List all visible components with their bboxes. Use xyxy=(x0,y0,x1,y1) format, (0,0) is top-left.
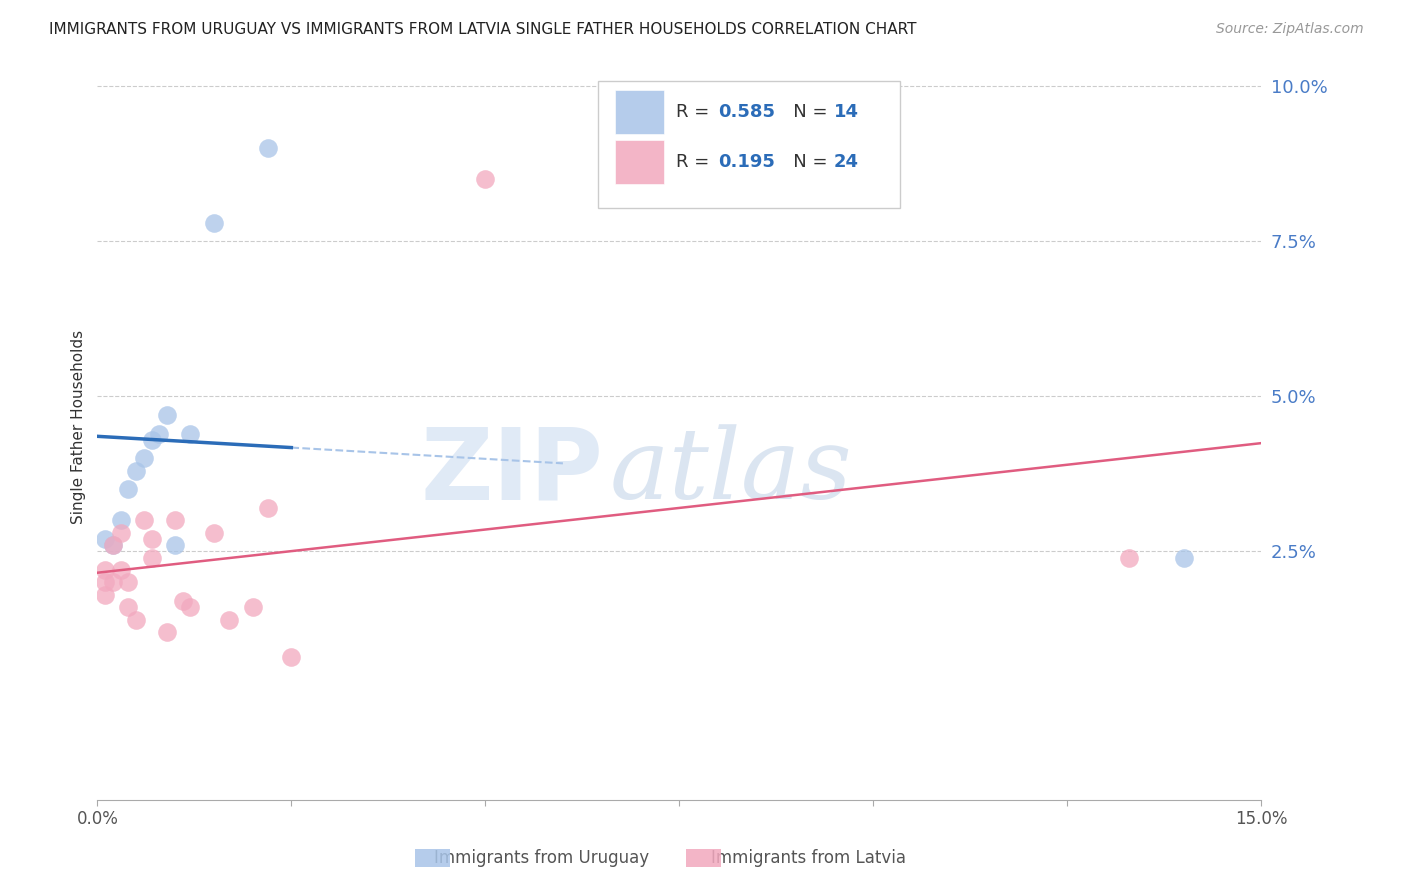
Point xyxy=(125,613,148,627)
Point xyxy=(242,600,264,615)
Point xyxy=(156,625,179,640)
Point xyxy=(172,594,194,608)
Point xyxy=(280,649,302,664)
Text: Source: ZipAtlas.com: Source: ZipAtlas.com xyxy=(1216,22,1364,37)
Text: R =: R = xyxy=(676,153,714,171)
Point xyxy=(163,538,186,552)
Point xyxy=(94,532,117,546)
Point xyxy=(156,408,179,422)
Point xyxy=(257,141,280,155)
Point xyxy=(110,525,132,540)
Point xyxy=(101,538,124,552)
Point xyxy=(141,532,163,546)
Point xyxy=(132,451,155,466)
FancyBboxPatch shape xyxy=(616,140,664,184)
Point xyxy=(117,483,139,497)
Point xyxy=(141,550,163,565)
Point xyxy=(179,426,201,441)
Text: 24: 24 xyxy=(834,153,859,171)
Point xyxy=(179,600,201,615)
Point xyxy=(163,513,186,527)
Point xyxy=(202,216,225,230)
Text: N =: N = xyxy=(776,103,834,121)
Text: atlas: atlas xyxy=(609,425,852,520)
Text: N =: N = xyxy=(776,153,834,171)
Point xyxy=(110,563,132,577)
Point xyxy=(141,433,163,447)
Text: Immigrants from Uruguay: Immigrants from Uruguay xyxy=(433,849,650,867)
Text: IMMIGRANTS FROM URUGUAY VS IMMIGRANTS FROM LATVIA SINGLE FATHER HOUSEHOLDS CORRE: IMMIGRANTS FROM URUGUAY VS IMMIGRANTS FR… xyxy=(49,22,917,37)
Point xyxy=(202,525,225,540)
Point xyxy=(117,575,139,590)
FancyBboxPatch shape xyxy=(616,90,664,134)
Text: Immigrants from Latvia: Immigrants from Latvia xyxy=(711,849,905,867)
Point xyxy=(110,513,132,527)
Point xyxy=(474,172,496,186)
Point xyxy=(94,588,117,602)
Point xyxy=(1118,550,1140,565)
Point xyxy=(218,613,240,627)
FancyBboxPatch shape xyxy=(598,81,900,208)
Point xyxy=(101,538,124,552)
Point xyxy=(125,464,148,478)
Text: 14: 14 xyxy=(834,103,859,121)
Text: 0.195: 0.195 xyxy=(717,153,775,171)
Text: R =: R = xyxy=(676,103,714,121)
Text: ZIP: ZIP xyxy=(420,424,603,521)
Point xyxy=(257,500,280,515)
Y-axis label: Single Father Households: Single Father Households xyxy=(72,330,86,524)
Point xyxy=(1173,550,1195,565)
Point xyxy=(94,575,117,590)
Text: 0.585: 0.585 xyxy=(717,103,775,121)
Point xyxy=(94,563,117,577)
Point xyxy=(148,426,170,441)
Point xyxy=(117,600,139,615)
Point xyxy=(101,575,124,590)
Point xyxy=(132,513,155,527)
